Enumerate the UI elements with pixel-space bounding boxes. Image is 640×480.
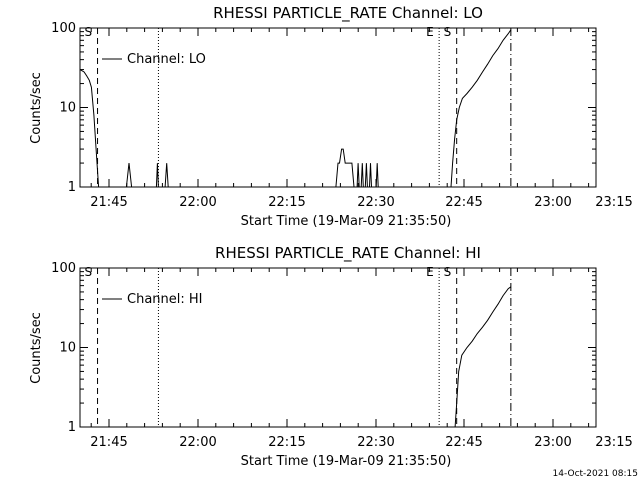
series-line <box>369 163 372 188</box>
x-tick-label: 22:15 <box>268 195 305 210</box>
y-tick-label: 10 <box>59 341 76 356</box>
x-tick-label: 22:00 <box>179 195 216 210</box>
series-line <box>155 163 159 188</box>
y-axis-label: Counts/sec <box>29 312 44 384</box>
x-tick-label: 21:45 <box>90 195 127 210</box>
series-line <box>125 163 133 188</box>
marker-label: E <box>426 25 434 39</box>
y-tick-label: 100 <box>51 21 76 36</box>
x-tick-label: 23:00 <box>534 435 571 450</box>
y-tick-label: 10 <box>59 101 76 116</box>
x-tick-label: 22:00 <box>179 435 216 450</box>
x-tick-label: 21:45 <box>90 435 127 450</box>
plot-content: 1 10 100 21:45 22:00 22:15 22:30 22:45 23:00 23:1… <box>51 21 633 210</box>
x-tick-label: 22:45 <box>445 195 482 210</box>
series-line <box>454 286 512 428</box>
chart-panel-hi: RHESSI PARTICLE_RATE Channel: HI 1 10 100 2… <box>29 244 633 469</box>
series-line <box>356 163 360 188</box>
x-axis-label: Start Time (19-Mar-09 21:35:50) <box>241 454 452 469</box>
x-tick-label: 22:30 <box>357 435 394 450</box>
footer-timestamp: 14-Oct-2021 08:15 <box>553 469 638 479</box>
series-line <box>164 163 169 188</box>
marker-label: S <box>85 25 93 39</box>
series-line <box>450 29 512 188</box>
legend-label: Channel: LO <box>127 52 206 67</box>
chart-title: RHESSI PARTICLE_RATE Channel: HI <box>215 244 481 263</box>
series-line <box>360 163 364 188</box>
legend-label: Channel: HI <box>127 292 203 307</box>
y-axis-label: Counts/sec <box>29 72 44 144</box>
x-tick-label: 23:15 <box>595 195 632 210</box>
chart-title: RHESSI PARTICLE_RATE Channel: LO <box>213 4 483 23</box>
y-tick-label: 100 <box>51 261 76 276</box>
plot-content: 1 10 100 21:45 22:00 22:15 22:30 22:45 23:00 23:1… <box>51 261 633 450</box>
marker-label: S <box>444 265 452 279</box>
y-tick-label: 1 <box>68 420 76 435</box>
x-tick-label: 23:15 <box>595 435 632 450</box>
series-line <box>364 163 368 188</box>
x-axis-label: Start Time (19-Mar-09 21:35:50) <box>241 214 452 229</box>
x-tick-label: 22:15 <box>268 435 305 450</box>
y-tick-label: 1 <box>68 180 76 195</box>
series-line <box>335 148 355 188</box>
series-line <box>375 163 379 188</box>
series-line <box>79 69 100 188</box>
marker-label: S <box>444 25 452 39</box>
chart-panel-lo: RHESSI PARTICLE_RATE Channel: LO 1 10 100 2… <box>29 4 633 229</box>
x-tick-label: 22:45 <box>445 435 482 450</box>
marker-label: E <box>426 265 434 279</box>
marker-label: S <box>85 265 93 279</box>
x-tick-label: 22:30 <box>357 195 394 210</box>
x-tick-label: 23:00 <box>534 195 571 210</box>
